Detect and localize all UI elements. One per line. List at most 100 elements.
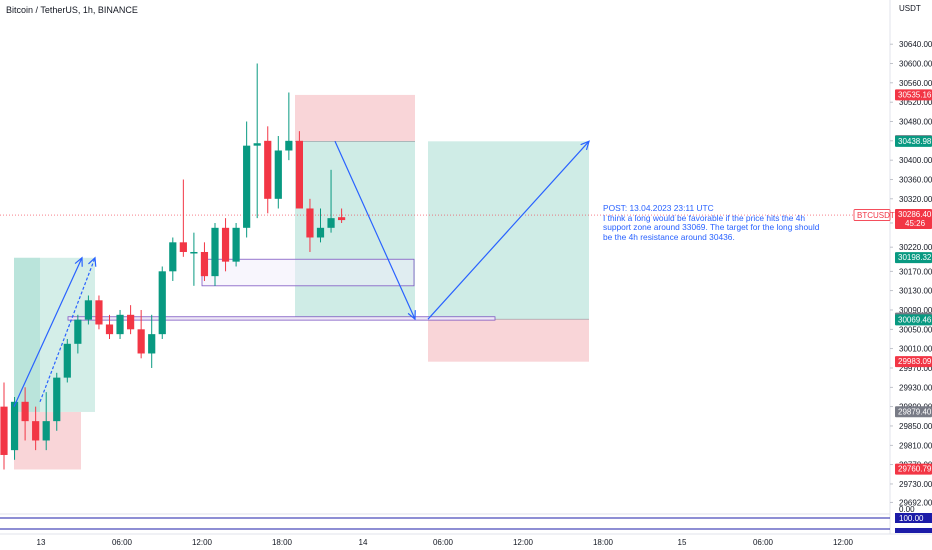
candle-body: [32, 421, 40, 441]
candles: [0, 63, 346, 470]
candle-body: [158, 271, 166, 335]
price-tag-label: 29760.79: [898, 465, 932, 474]
candle-body: [306, 208, 314, 238]
up-arrow-head: [580, 140, 590, 151]
candle-body: [327, 218, 335, 228]
time-tick-label: 13: [37, 538, 46, 547]
candle-body: [116, 314, 124, 335]
price-tick-label: 30010.00: [899, 345, 932, 354]
candle-body: [53, 377, 61, 422]
price-tick-label: 30480.00: [899, 117, 932, 126]
time-tick-label: 12:00: [513, 538, 534, 547]
price-tick-label: 29730.00: [899, 480, 932, 489]
left-dashed-arrow-shaft: [39, 257, 96, 403]
candle-body: [243, 145, 251, 228]
up-arrow-shaft: [427, 140, 590, 320]
left-up-arrow-head: [74, 256, 83, 267]
note-line: support zone around 33069. The target fo…: [603, 222, 820, 233]
time-tick-label: 06:00: [433, 538, 454, 547]
left-up-arrow: [13, 256, 83, 407]
time-tick-label: 18:00: [272, 538, 293, 547]
symbol-tag-label: BTCUSDT: [857, 211, 895, 220]
symbol-tag: [853, 209, 891, 221]
left-dashed-arrow: [39, 256, 97, 403]
time-tick-label: 12:00: [833, 538, 854, 547]
candle-body: [95, 300, 103, 325]
candle-body: [232, 227, 240, 262]
price-tag: [895, 135, 932, 147]
left-up-arrow-shaft: [13, 257, 83, 407]
price-tick-label: 29850.00: [899, 422, 932, 431]
price-tag-label: 30535.16: [898, 90, 932, 99]
time-axis: 13 06:00 12:00 18:00 14 06:00 12:00 18:00 15 06:0…: [37, 538, 854, 547]
price-tag-label: 30286.40: [898, 210, 932, 219]
candle-body: [0, 406, 8, 455]
price-tick-label: 30170.00: [899, 267, 932, 276]
short-target-zone: [295, 141, 415, 320]
price-tick-label: 30640.00: [899, 40, 932, 49]
currency-label: USDT: [899, 4, 921, 13]
candle-body: [316, 227, 325, 238]
candle-body: [127, 314, 135, 330]
price-tick-label: 30520.00: [899, 98, 932, 107]
price-tag-label: 29879.40: [898, 407, 932, 416]
price-tick-label: 29970.00: [899, 364, 932, 373]
price-tag: [895, 89, 932, 101]
time-tick-label: 15: [678, 538, 687, 547]
indicator-tag-label: 100.00: [899, 514, 924, 523]
candle-body: [221, 227, 230, 262]
candle-body: [21, 401, 29, 422]
candle-body: [200, 251, 209, 277]
price-tag: [895, 463, 932, 475]
candle-body: [148, 334, 156, 354]
candle-body: [253, 143, 261, 146]
time-tick-label: 06:00: [753, 538, 774, 547]
candle-body: [137, 329, 145, 354]
price-tag-label: 30069.46: [898, 315, 932, 324]
candle-body: [74, 319, 82, 344]
support-box: [67, 316, 496, 321]
indicator-tag-lower: [895, 528, 932, 533]
price-tags: 30535.1630440.4630438.9830286.4045:26BTC…: [853, 89, 932, 475]
down-arrow: [334, 141, 416, 321]
candle-body: [169, 242, 177, 272]
price-tick-label: 30050.00: [899, 325, 932, 334]
price-tag: [895, 209, 932, 230]
price-tick-label: 29692.00: [899, 498, 932, 507]
candle-body: [10, 401, 19, 451]
candle-body: [338, 217, 346, 221]
left-target-zone-fill: [14, 257, 40, 412]
note-line: I think a long would be favorable if the…: [603, 212, 806, 223]
price-tick-label: 30090.00: [899, 306, 932, 315]
time-tick-label: 06:00: [112, 538, 133, 547]
long-stop-zone: [428, 319, 589, 362]
note-line: be the 4h resistance around 30436.: [603, 231, 735, 242]
price-tick-label: 29930.00: [899, 383, 932, 392]
note-line: POST: 13.04.2023 23:11 UTC: [603, 203, 714, 213]
price-tag-label: 30438.98: [898, 137, 932, 146]
indicator-label: 0.00: [899, 505, 915, 514]
time-tick-label: 12:00: [192, 538, 213, 547]
time-tick-label: 18:00: [593, 538, 614, 547]
price-tag: [895, 356, 932, 368]
price-tick-label: 30600.00: [899, 59, 932, 68]
down-arrow-head: [407, 310, 416, 321]
price-tick-label: 30320.00: [899, 195, 932, 204]
candle-body: [211, 227, 219, 277]
chart-title: Bitcoin / TetherUS, 1h, BINANCE: [6, 5, 138, 15]
candle-body: [295, 140, 303, 209]
price-tag-countdown: 45:26: [905, 219, 926, 228]
candle-body: [84, 300, 92, 320]
candle-body: [274, 150, 282, 199]
price-tag: [895, 314, 932, 326]
candle-body: [105, 324, 114, 335]
down-arrow-shaft: [334, 141, 416, 320]
candle-body: [179, 242, 187, 252]
short-stop-zone: [295, 94, 415, 142]
candle-body: [190, 251, 198, 254]
analysis-note: POST: 13.04.2023 23:11 UTC I think a lon…: [603, 203, 843, 242]
up-arrow: [427, 140, 590, 320]
price-tick-label: 30400.00: [899, 156, 932, 165]
price-tick-label: 29810.00: [899, 441, 932, 450]
